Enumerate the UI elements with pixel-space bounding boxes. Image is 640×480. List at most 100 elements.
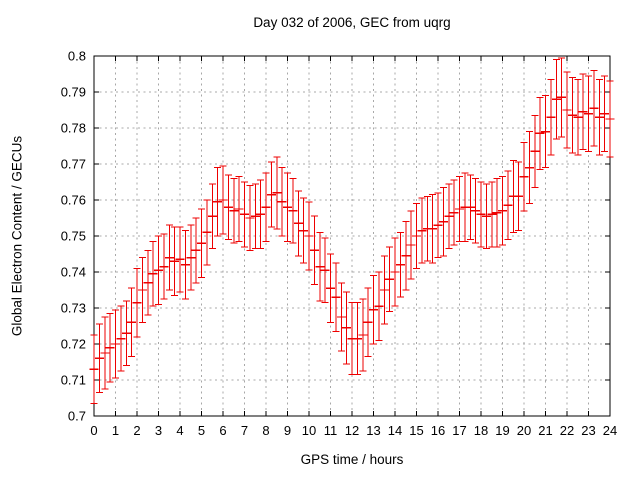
error-bar-point (111, 309, 120, 379)
error-bar-point (100, 316, 110, 390)
error-bar-point (498, 176, 507, 246)
error-bar-point (245, 185, 255, 251)
error-bar-point (315, 231, 325, 302)
error-bar-point (385, 246, 395, 313)
error-bar-point (605, 80, 615, 158)
error-bar-point (503, 170, 513, 241)
error-bar-point (444, 183, 454, 250)
y-tick-label: 0.74 (61, 265, 86, 280)
x-tick-label: 5 (198, 423, 205, 438)
error-bar-point (573, 78, 583, 156)
error-bar-point (164, 224, 174, 291)
x-tick-label: 7 (241, 423, 248, 438)
x-tick-label: 6 (219, 423, 226, 438)
error-bar-point (584, 75, 593, 152)
x-tick-label: 13 (366, 423, 380, 438)
error-bar-point (557, 57, 567, 138)
error-bar-point (492, 177, 502, 248)
error-bar-point (374, 271, 384, 341)
x-tick-label: 12 (345, 423, 359, 438)
error-bar-point (175, 226, 185, 293)
error-bar-point (487, 181, 497, 248)
x-tick-label: 19 (495, 423, 509, 438)
error-bar-point (519, 141, 529, 212)
error-bar-point (433, 192, 443, 259)
error-bar-point (229, 177, 239, 244)
error-bar-point (154, 235, 163, 305)
error-bar-point (363, 287, 373, 358)
error-bar-point (299, 197, 309, 264)
error-bar-point (191, 217, 201, 284)
x-tick-label: 4 (176, 423, 183, 438)
error-bar-point (121, 300, 131, 367)
chart-title: Day 032 of 2006, GEC from uqrg (253, 15, 451, 30)
error-bar-point (535, 96, 545, 170)
error-bar-point (320, 237, 330, 304)
error-bar-point (551, 59, 561, 140)
error-bar-point (594, 78, 604, 156)
error-bar-point (272, 156, 282, 230)
x-tick-label: 10 (302, 423, 316, 438)
error-bar-point (304, 201, 314, 271)
error-bar-point (94, 323, 104, 394)
error-bar-point (293, 190, 303, 257)
x-tick-label: 14 (388, 423, 402, 438)
y-tick-label: 0.7 (68, 409, 86, 424)
error-bar-point (207, 183, 217, 250)
error-bar-point (476, 181, 486, 248)
error-bar-point (256, 179, 266, 250)
error-bar-point (524, 131, 534, 205)
y-tick-label: 0.78 (61, 121, 86, 136)
x-tick-label: 18 (474, 423, 488, 438)
error-bar-point (277, 167, 287, 237)
error-bar-point (148, 240, 158, 307)
error-bar-point (401, 221, 411, 291)
x-tick-label: 24 (603, 423, 617, 438)
x-tick-label: 20 (517, 423, 531, 438)
error-bar-point (600, 75, 610, 152)
error-bar-point (127, 287, 137, 358)
error-bar-point (197, 208, 206, 278)
error-bar-point (481, 183, 491, 250)
error-bar-point (283, 172, 292, 242)
error-bar-point (412, 203, 421, 269)
x-tick-label: 21 (538, 423, 552, 438)
error-bar-point (514, 161, 524, 232)
error-bar-point (250, 183, 260, 250)
error-bar-point (541, 95, 550, 169)
error-bar-point (234, 176, 244, 242)
error-bar-point (530, 114, 540, 188)
x-tick-label: 11 (324, 423, 338, 438)
error-bar-point (261, 172, 271, 242)
y-axis-label: Global Electron Content / GECUs (9, 135, 25, 337)
error-bar-point (143, 249, 153, 316)
error-bar-point (578, 73, 588, 151)
error-bar-point (331, 262, 341, 332)
error-bar-point (438, 186, 448, 257)
error-bar-point (358, 298, 368, 372)
y-tick-label: 0.72 (61, 337, 86, 352)
error-bar-point (137, 257, 147, 323)
error-bar-point (567, 77, 577, 154)
x-tick-label: 1 (112, 423, 119, 438)
x-tick-labels: 0 1 2 3 4 5 6 7 8 9 10 11 12 13 14 15 16 17 18 19 20 21 22 23 24 (90, 423, 617, 438)
error-bar-point (428, 194, 438, 264)
error-bar-point (369, 275, 378, 345)
x-tick-label: 23 (581, 423, 595, 438)
x-tick-label: 8 (262, 423, 269, 438)
error-bar-point (449, 179, 459, 246)
error-bar-point (546, 78, 556, 156)
x-tick-label: 17 (452, 423, 466, 438)
y-tick-labels: 0.7 0.71 0.72 0.73 0.74 0.75 0.76 0.77 0.78 0.79 0… (61, 49, 86, 424)
y-tick-label: 0.77 (61, 157, 86, 172)
error-bar-point (390, 237, 400, 307)
error-bar-point (266, 161, 276, 228)
error-bar-point (223, 174, 233, 241)
error-bar-point (202, 199, 212, 266)
y-tick-label: 0.75 (61, 229, 86, 244)
y-tick-label: 0.76 (61, 193, 86, 208)
error-bar-point (186, 224, 196, 291)
error-bar-point (240, 181, 249, 248)
